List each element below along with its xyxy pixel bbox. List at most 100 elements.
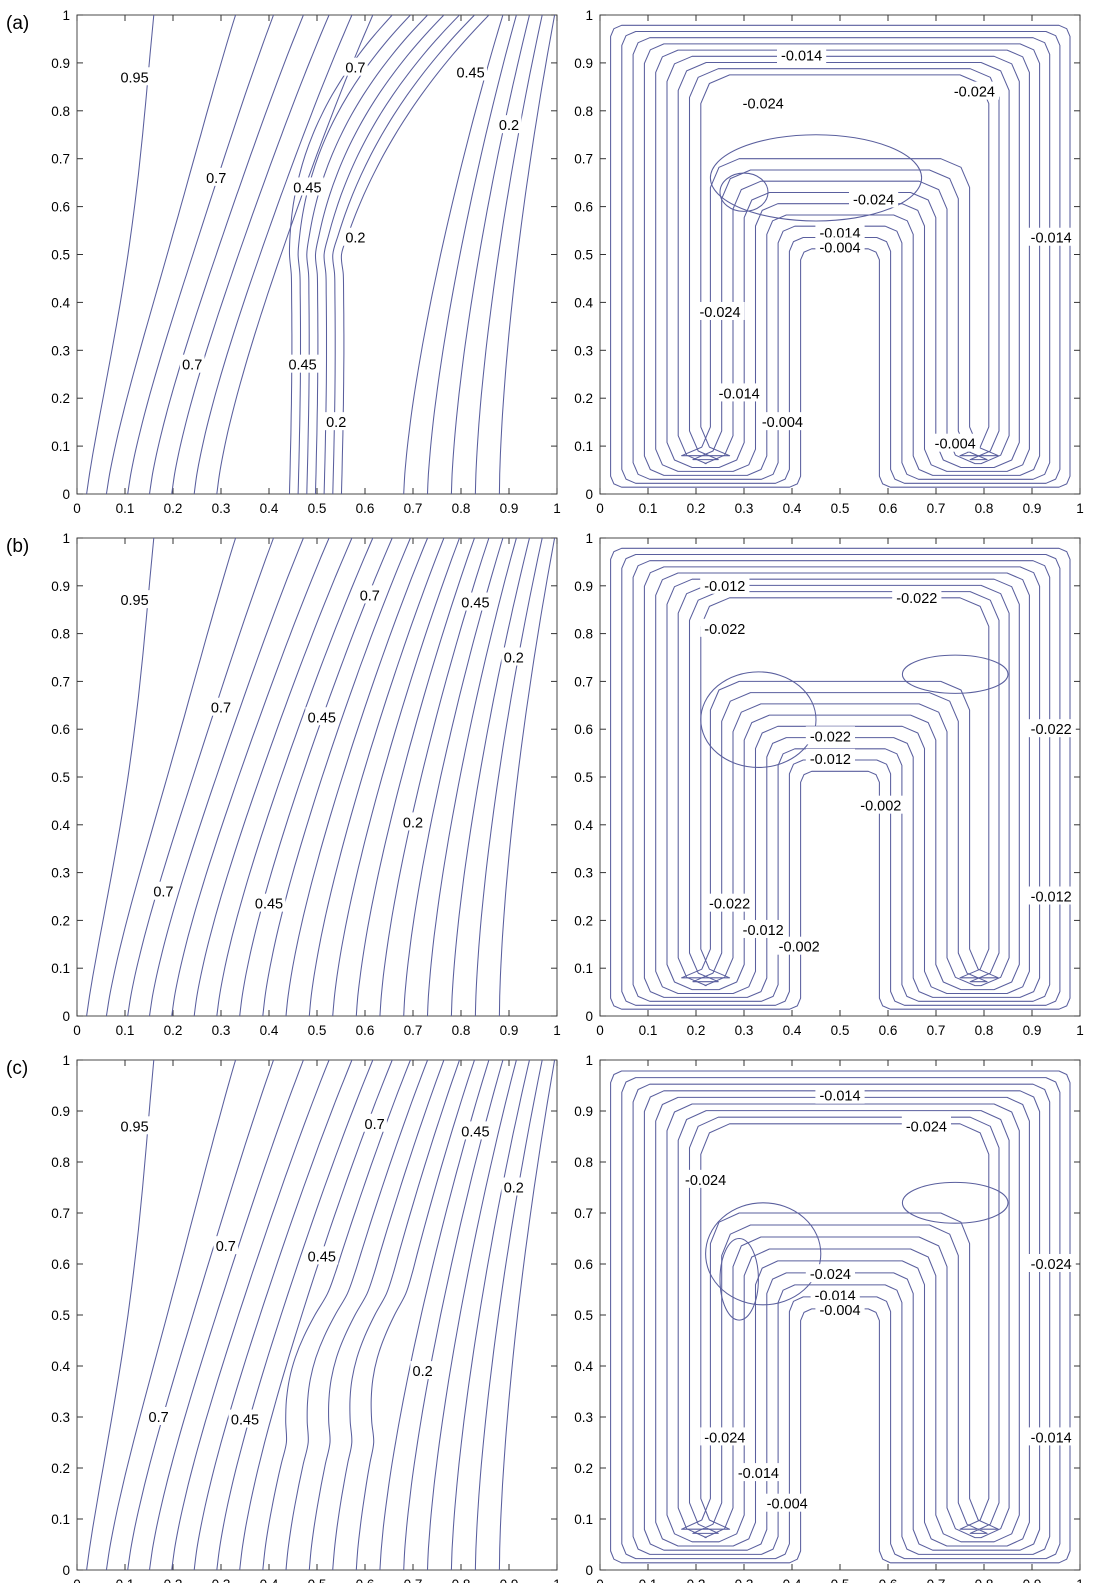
y-tick-label: 0.5 — [51, 248, 70, 263]
contour-label: 0.45 — [255, 897, 283, 913]
contour-label-bg — [805, 1264, 855, 1283]
x-tick-label: 0.3 — [212, 1023, 231, 1038]
y-tick-label: 0 — [585, 1563, 593, 1578]
panel-a-right: 0 0.1 0.2 0.3 0.4 0.5 0.6 0.7 0.8 0.9 1 0 0.1 0.2 0.3 0… — [574, 8, 1084, 516]
contour-label-bg — [410, 1361, 435, 1380]
x-tick-label: 0.5 — [308, 1023, 327, 1038]
y-tick-label: 0.8 — [51, 1155, 70, 1170]
contour-label-bg — [1026, 719, 1076, 738]
contour-label-bg — [501, 1177, 527, 1196]
y-tick-label: 0.6 — [51, 1257, 70, 1272]
x-tick-label: 0 — [596, 1023, 604, 1038]
contour-line — [297, 15, 411, 494]
x-tick-label: 0.1 — [116, 1023, 135, 1038]
contour-line — [262, 538, 411, 1016]
y-tick-label: 0 — [62, 1563, 70, 1578]
contour-layer — [610, 24, 1071, 488]
y-tick-label: 1 — [62, 1053, 70, 1068]
y-tick-label: 1 — [585, 531, 593, 546]
row-label: (b) — [6, 536, 29, 557]
contour-label: -0.004 — [819, 240, 860, 256]
contour-label-bg — [777, 45, 827, 64]
contour-label: -0.024 — [699, 305, 740, 321]
x-tick-label: 0.6 — [879, 1023, 898, 1038]
y-tick-label: 0.9 — [51, 56, 70, 71]
contour-line — [127, 15, 274, 494]
contour-label-bg — [774, 936, 824, 955]
contour-label: 0.45 — [461, 1124, 489, 1140]
x-tick-label: 0.7 — [404, 1023, 423, 1038]
contour-label-bg — [357, 585, 383, 604]
contour-line — [314, 15, 445, 494]
contour-label-bg — [805, 748, 855, 767]
contour-line — [403, 538, 504, 1016]
contour-label-bg — [323, 412, 349, 431]
y-tick-label: 0.3 — [51, 1410, 70, 1425]
contour-loop — [666, 578, 1020, 991]
contour-label-bg — [203, 167, 229, 186]
x-tick-label: 0.5 — [308, 1577, 327, 1583]
contour-line — [239, 538, 393, 1016]
panel-b-right: 0 0.1 0.2 0.3 0.4 0.5 0.6 0.7 0.8 0.9 1 0 0.1 0.2 0.3 0… — [574, 531, 1084, 1038]
contour-loop — [655, 49, 1030, 472]
contour-line — [308, 538, 445, 1016]
contour-label: -0.014 — [1031, 1430, 1072, 1446]
contour-line — [86, 1060, 155, 1570]
x-tick-label: 0.8 — [975, 501, 994, 516]
y-tick-label: 0.3 — [574, 1410, 593, 1425]
contour-label: 0.2 — [326, 415, 346, 431]
y-tick-label: 0.9 — [574, 56, 593, 71]
contour-label-bg — [757, 412, 807, 431]
contour-loop — [655, 572, 1030, 995]
contour-label-bg — [856, 795, 906, 814]
y-tick-label: 0.2 — [51, 1461, 70, 1476]
contour-label-bg — [305, 707, 339, 726]
contour-layer — [86, 15, 556, 494]
x-tick-label: 0.1 — [639, 1577, 658, 1583]
contour-line — [306, 15, 428, 494]
y-tick-label: 0.9 — [51, 579, 70, 594]
contour-line — [127, 538, 274, 1016]
contour-label-bg — [459, 1121, 492, 1140]
contour-line — [379, 1060, 490, 1570]
contour-line — [474, 1060, 543, 1570]
contour-label: 0.95 — [120, 1119, 148, 1135]
y-tick-label: 0.7 — [51, 674, 70, 689]
contour-line — [308, 1060, 445, 1570]
contour-label: 0.45 — [308, 710, 336, 726]
contour-label: -0.024 — [906, 1119, 947, 1135]
x-tick-label: 0.6 — [356, 1577, 375, 1583]
x-tick-label: 0.1 — [116, 1577, 135, 1583]
y-tick-label: 0.1 — [574, 1512, 593, 1527]
y-tick-label: 0.4 — [51, 295, 70, 310]
panel-b-left: 0 0.1 0.2 0.3 0.4 0.5 0.6 0.7 0.8 0.9 1 0 0.1 0.2 0.3 0… — [6, 531, 561, 1038]
y-tick-label: 0.4 — [574, 295, 593, 310]
contour-line — [332, 1060, 460, 1570]
y-tick-label: 0.8 — [574, 1155, 593, 1170]
y-tick-label: 0.4 — [51, 1359, 70, 1374]
y-tick-label: 0 — [62, 487, 70, 502]
contour-label: -0.012 — [704, 579, 745, 595]
contour-line — [216, 15, 374, 494]
contour-line — [355, 1060, 475, 1570]
contour-line — [105, 538, 237, 1016]
y-tick-label: 0.5 — [51, 770, 70, 785]
contour-line — [239, 1060, 393, 1570]
y-tick-label: 0.4 — [574, 818, 593, 833]
contour-line — [340, 15, 490, 494]
x-tick-label: 0 — [596, 501, 604, 516]
x-tick-label: 0.3 — [212, 501, 231, 516]
x-tick-label: 0.7 — [404, 501, 423, 516]
contour-loop — [610, 24, 1071, 488]
contour-label: 0.7 — [153, 885, 173, 901]
contour-label-bg — [179, 354, 205, 373]
contour-label: -0.024 — [810, 1267, 851, 1283]
x-tick-label: 1 — [1076, 1577, 1084, 1583]
y-tick-label: 1 — [585, 8, 593, 23]
x-tick-label: 0.6 — [356, 1023, 375, 1038]
y-tick-label: 0.3 — [51, 866, 70, 881]
contour-label: -0.002 — [779, 940, 820, 956]
x-tick-label: 0.5 — [831, 1023, 850, 1038]
contour-line — [474, 15, 543, 494]
contour-loop — [681, 597, 999, 979]
